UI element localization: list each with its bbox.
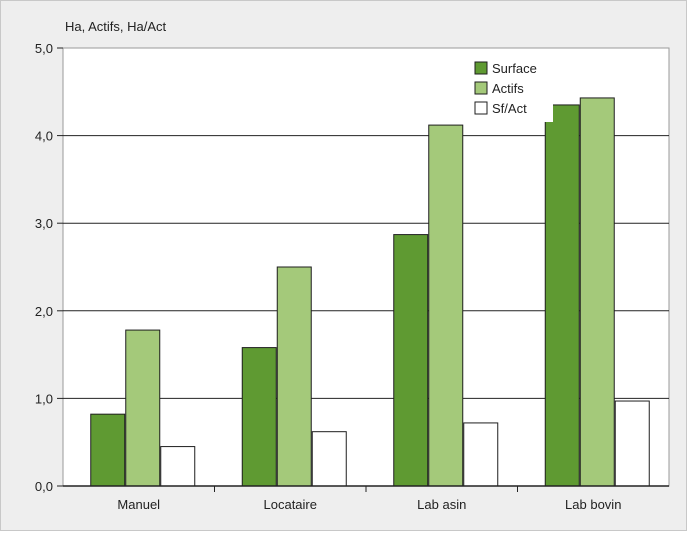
x-tick-label: Manuel [117, 497, 160, 512]
bar-sf-act [311, 431, 347, 487]
bar-actifs [428, 124, 464, 487]
bars [90, 97, 650, 487]
legend-label: Actifs [492, 81, 524, 96]
x-tick-label: Lab asin [417, 497, 466, 512]
y-tick-label: 3,0 [35, 216, 53, 231]
y-tick-label: 2,0 [35, 304, 53, 319]
legend-swatch [474, 81, 488, 95]
bar-actifs [276, 266, 312, 487]
bar-sf-act [614, 400, 650, 487]
bar-sf-act [160, 446, 196, 487]
legend-label: Sf/Act [492, 101, 527, 116]
legend-swatch [474, 101, 488, 115]
y-tick-label: 1,0 [35, 391, 53, 406]
bar-sf-act [463, 422, 499, 487]
y-axis: 0,0 1,0 2,0 3,0 4,0 5,0 [35, 41, 63, 494]
legend-label: Surface [492, 61, 537, 76]
bar-surface [90, 413, 126, 487]
x-tick-label: Lab bovin [565, 497, 621, 512]
legend: Surface Actifs Sf/Act [471, 57, 553, 122]
y-tick-label: 5,0 [35, 41, 53, 56]
bar-surface [241, 347, 277, 487]
bar-actifs [125, 329, 161, 487]
y-tick-label: 4,0 [35, 129, 53, 144]
legend-swatch [474, 61, 488, 75]
y-axis-label: Ha, Actifs, Ha/Act [65, 19, 167, 34]
bar-surface [544, 104, 580, 487]
bar-actifs [579, 97, 615, 487]
x-tick-label: Locataire [264, 497, 317, 512]
x-axis: Manuel Locataire Lab asin Lab bovin [63, 485, 669, 512]
bar-surface [393, 234, 429, 487]
y-tick-label: 0,0 [35, 479, 53, 494]
